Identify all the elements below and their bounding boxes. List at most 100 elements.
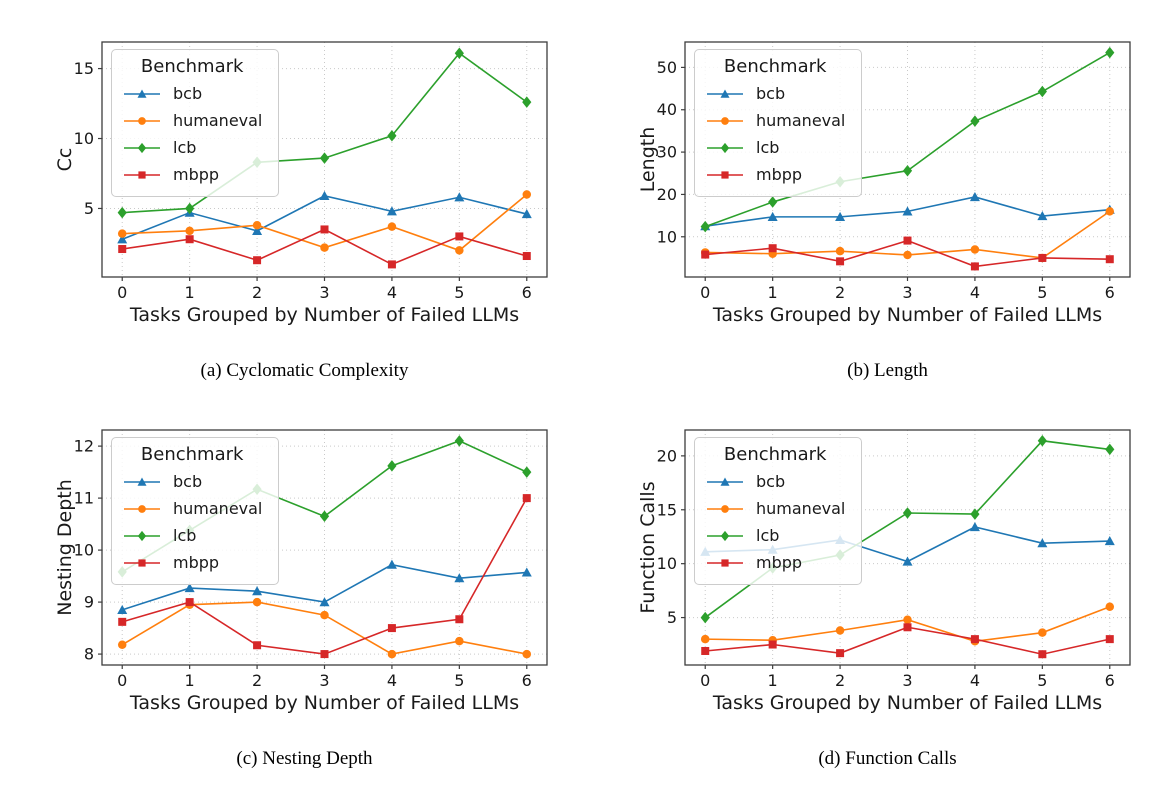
legend-label-lcb: lcb — [173, 526, 197, 545]
x-tick-label: 0 — [117, 671, 127, 690]
x-tick-label: 5 — [454, 283, 464, 302]
legend-label-humaneval: humaneval — [756, 111, 846, 130]
x-tick-label: 3 — [902, 283, 912, 302]
y-tick-label: 15 — [657, 500, 677, 519]
y-tick-label: 10 — [74, 129, 94, 148]
x-tick-label: 4 — [387, 283, 397, 302]
x-tick-label: 5 — [1037, 671, 1047, 690]
y-tick-label: 9 — [84, 593, 94, 612]
legend-label-bcb: bcb — [173, 84, 203, 103]
y-tick-label: 40 — [657, 100, 677, 119]
y-tick-label: 11 — [74, 489, 94, 508]
legend-item-bcb: bcb — [705, 80, 845, 107]
x-axis-label: Tasks Grouped by Number of Failed LLMs — [129, 304, 519, 326]
y-tick-label: 50 — [657, 58, 677, 77]
chart-area-d: 0 1 2 3 4 5 6 5 10 15 20 Tasks Grouped by Number of… — [637, 424, 1138, 724]
humaneval-line-marker-icon — [124, 504, 160, 513]
x-tick-label: 6 — [1105, 283, 1115, 302]
x-tick-label: 5 — [1037, 283, 1047, 302]
legend-c: Benchmark bcb humaneval lcb mbpp — [111, 437, 280, 585]
legend-label-mbpp: mbpp — [173, 553, 220, 572]
y-tick-label: 8 — [84, 645, 94, 664]
x-tick-label: 5 — [454, 671, 464, 690]
caption-b: (b) Length — [847, 360, 928, 381]
x-axis-label: Tasks Grouped by Number of Failed LLMs — [712, 692, 1102, 714]
legend-title: Benchmark — [140, 444, 244, 465]
lcb-line-marker-icon — [707, 142, 743, 153]
mbpp-line-marker-icon — [707, 170, 743, 179]
legend-item-humaneval: humaneval — [705, 495, 845, 522]
line-chart-length: 0 1 2 3 4 5 6 10 20 30 40 50 Tasks Grouped by Number… — [637, 41, 1131, 326]
legend-label-bcb: bcb — [173, 472, 203, 491]
legend-label-humaneval: humaneval — [173, 499, 263, 518]
x-tick-label: 4 — [970, 283, 980, 302]
x-tick-label: 2 — [252, 283, 262, 302]
legend-label-mbpp: mbpp — [756, 165, 803, 184]
legend-label-mbpp: mbpp — [756, 553, 803, 572]
legend-item-bcb: bcb — [122, 468, 262, 495]
legend-item-bcb: bcb — [122, 80, 262, 107]
legend-item-humaneval: humaneval — [122, 495, 262, 522]
x-tick-label: 4 — [970, 671, 980, 690]
bcb-line-marker-icon — [124, 477, 160, 486]
y-tick-label: 15 — [74, 59, 94, 78]
y-tick-label: 20 — [657, 446, 677, 465]
caption-a: (a) Cyclomatic Complexity — [200, 360, 409, 381]
y-tick-label: 12 — [74, 437, 94, 456]
x-axis-label: Tasks Grouped by Number of Failed LLMs — [712, 304, 1102, 326]
humaneval-line-marker-icon — [707, 504, 743, 513]
y-tick-label: 5 — [84, 199, 94, 218]
x-axis-label: Tasks Grouped by Number of Failed LLMs — [129, 692, 519, 714]
legend-label-bcb: bcb — [756, 472, 786, 491]
legend-item-humaneval: humaneval — [705, 107, 845, 134]
x-tick-label: 1 — [768, 283, 778, 302]
x-tick-label: 0 — [117, 283, 127, 302]
chart-area-b: 0 1 2 3 4 5 6 10 20 30 40 50 Tasks Grouped by Number… — [637, 36, 1138, 336]
x-tick-label: 1 — [185, 283, 195, 302]
subplot-cyclomatic-complexity: 0 1 2 3 4 5 6 5 10 15 Tasks Grouped by Number of F… — [54, 36, 555, 382]
legend-item-mbpp: mbpp — [122, 549, 262, 576]
chart-area-a: 0 1 2 3 4 5 6 5 10 15 Tasks Grouped by Number of F… — [54, 36, 555, 336]
legend-label-lcb: lcb — [756, 526, 780, 545]
y-tick-label: 10 — [74, 541, 94, 560]
y-axis-label: Length — [637, 127, 659, 193]
legend-item-lcb: lcb — [122, 522, 262, 549]
x-tick-label: 3 — [902, 671, 912, 690]
bcb-line-marker-icon — [124, 89, 160, 98]
x-tick-label: 6 — [522, 283, 532, 302]
legend-title: Benchmark — [140, 56, 244, 77]
x-tick-label: 1 — [185, 671, 195, 690]
legend-item-humaneval: humaneval — [122, 107, 262, 134]
y-tick-label: 10 — [657, 227, 677, 246]
y-tick-label: 30 — [657, 143, 677, 162]
mbpp-line-marker-icon — [707, 558, 743, 567]
x-tick-label: 6 — [1105, 671, 1115, 690]
subplot-nesting-depth: 0 1 2 3 4 5 6 8 9 10 11 12 Tasks Grouped by Number o… — [54, 424, 555, 770]
chart-area-c: 0 1 2 3 4 5 6 8 9 10 11 12 Tasks Grouped by Number o… — [54, 424, 555, 724]
lcb-line-marker-icon — [124, 142, 160, 153]
y-axis-label: Nesting Depth — [54, 479, 76, 616]
legend-label-humaneval: humaneval — [173, 111, 263, 130]
lcb-line-marker-icon — [124, 530, 160, 541]
x-tick-label: 2 — [252, 671, 262, 690]
legend-title: Benchmark — [723, 56, 827, 77]
y-tick-label: 20 — [657, 185, 677, 204]
bcb-line-marker-icon — [707, 477, 743, 486]
x-tick-label: 0 — [700, 671, 710, 690]
legend-label-bcb: bcb — [756, 84, 786, 103]
caption-d: (d) Function Calls — [818, 748, 957, 769]
x-tick-label: 2 — [835, 283, 845, 302]
lcb-line-marker-icon — [707, 530, 743, 541]
x-tick-label: 6 — [522, 671, 532, 690]
y-tick-label: 5 — [667, 608, 677, 627]
x-tick-label: 2 — [835, 671, 845, 690]
legend-label-mbpp: mbpp — [173, 165, 220, 184]
legend-item-mbpp: mbpp — [705, 161, 845, 188]
x-tick-label: 1 — [768, 671, 778, 690]
legend-label-humaneval: humaneval — [756, 499, 846, 518]
subplot-function-calls: 0 1 2 3 4 5 6 5 10 15 20 Tasks Grouped by Number of… — [637, 424, 1138, 770]
humaneval-line-marker-icon — [707, 116, 743, 125]
humaneval-line-marker-icon — [124, 116, 160, 125]
